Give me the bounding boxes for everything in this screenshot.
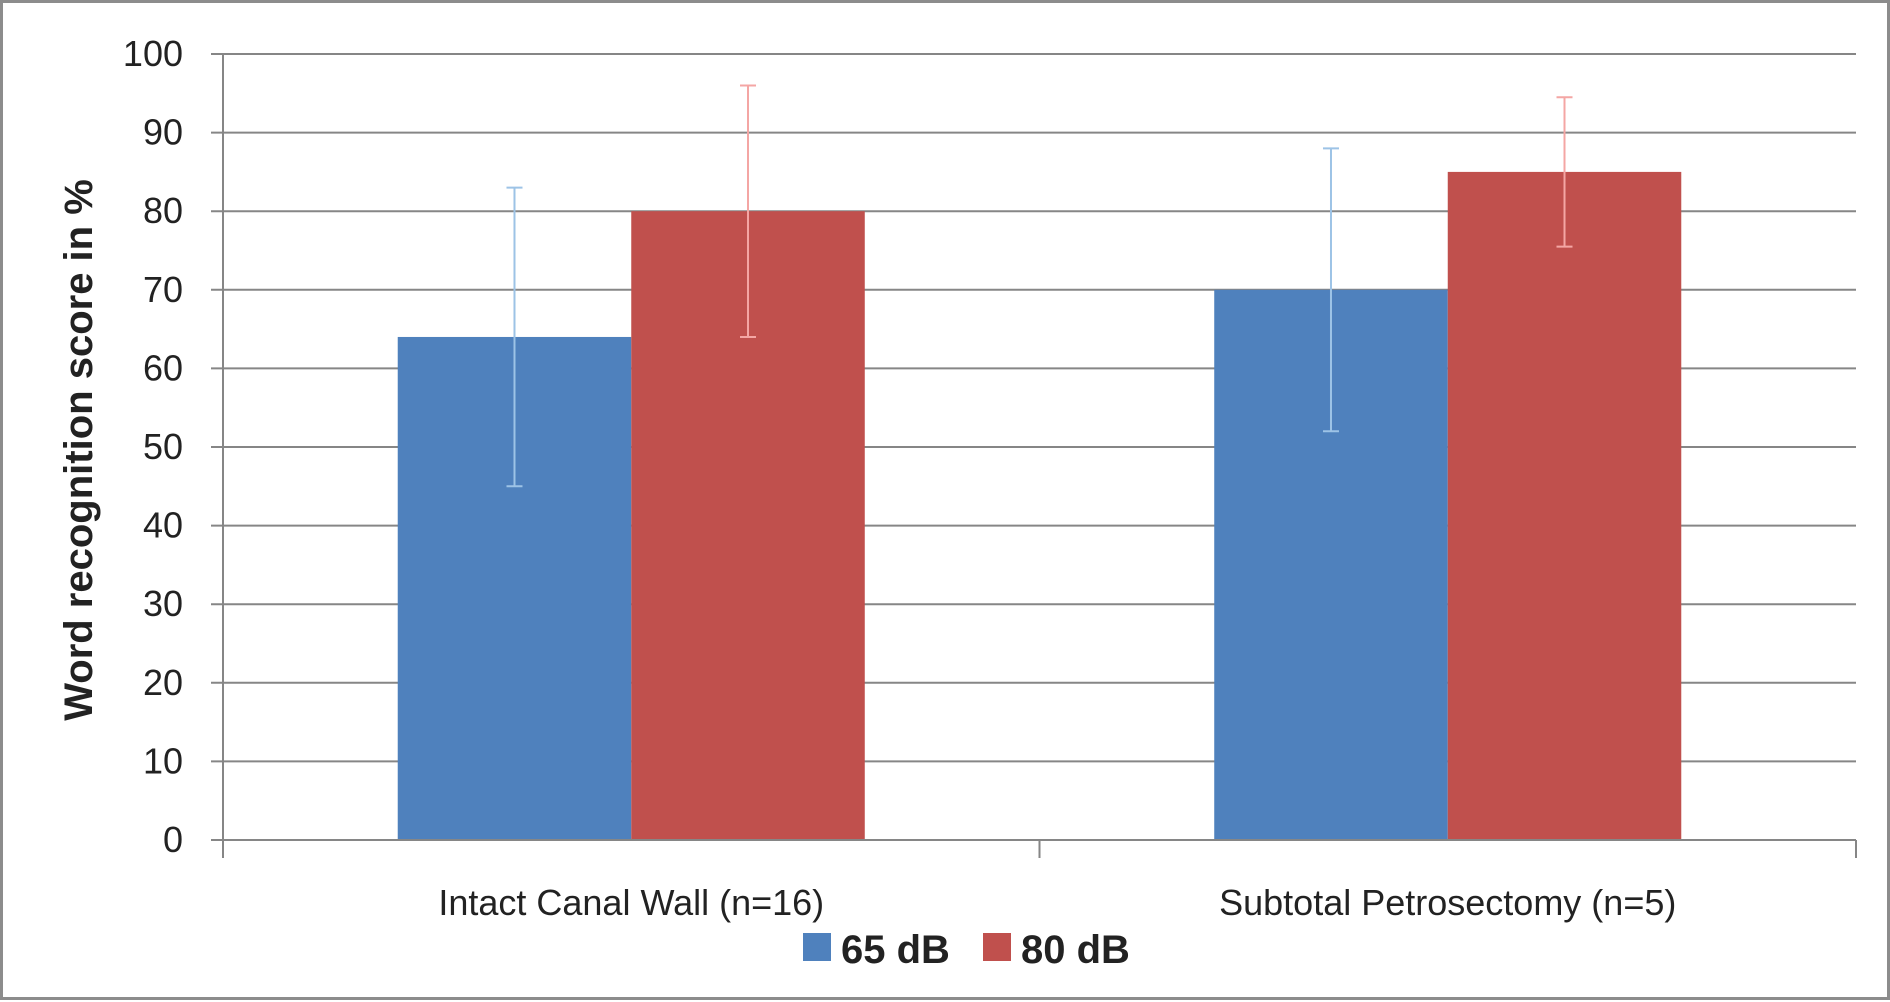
legend-swatch (983, 933, 1011, 961)
error-bar (740, 84, 757, 338)
y-tick-label: 70 (143, 269, 183, 310)
error-bar (1556, 96, 1573, 248)
legend-swatch (803, 933, 831, 961)
error-bar (506, 186, 523, 488)
bar-chart: 0 10 20 30 40 50 60 70 80 90 100 Intact Canal Wall… (57, 33, 1857, 972)
y-tick-label: 90 (143, 112, 183, 153)
y-tick-labels: 0 10 20 30 40 50 60 70 80 90 100 (123, 33, 183, 860)
y-tick-label: 50 (143, 426, 183, 467)
x-category-label: Intact Canal Wall (n=16) (438, 882, 824, 923)
y-tick-label: 10 (143, 740, 183, 781)
axes (222, 54, 1857, 858)
y-tick-label: 80 (143, 190, 183, 231)
legend-label: 65 dB (841, 928, 950, 972)
y-tick-label: 30 (143, 583, 183, 624)
error-bars (506, 84, 1573, 488)
y-tick-label: 100 (123, 33, 183, 74)
x-category-label: Subtotal Petrosectomy (n=5) (1219, 882, 1676, 923)
bars (397, 171, 1682, 840)
x-category-labels: Intact Canal Wall (n=16) Subtotal Petrose… (438, 882, 1676, 923)
y-tick-label: 40 (143, 505, 183, 546)
y-tick-label: 20 (143, 662, 183, 703)
y-tick-label: 0 (163, 819, 183, 860)
error-bar (1322, 147, 1339, 433)
y-tick-label: 60 (143, 347, 183, 388)
legend: 65 dB 80 dB (803, 928, 1130, 972)
legend-label: 80 dB (1021, 928, 1130, 972)
bar (1447, 171, 1682, 840)
y-axis-title: Word recognition score in % (57, 179, 101, 721)
